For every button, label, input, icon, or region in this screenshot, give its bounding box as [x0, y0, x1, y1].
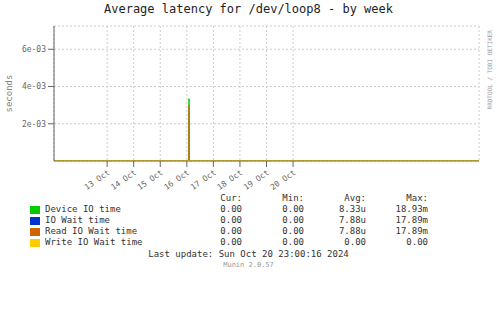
svg-text:18 Oct: 18 Oct	[216, 168, 245, 192]
html-text:0.00: 0.00	[344, 237, 366, 247]
html-text:Read IO Wait time: Read IO Wait time	[45, 226, 138, 236]
html-text:7.88u: 7.88u	[338, 215, 366, 225]
html-text:0.00: 0.00	[406, 237, 428, 247]
html-text:0.00: 0.00	[282, 237, 304, 247]
svg-text:14 Oct: 14 Oct	[109, 168, 138, 192]
html-text:0.00: 0.00	[282, 226, 304, 236]
html-text:17.89m: 17.89m	[395, 215, 428, 225]
svg-text:17 Oct: 17 Oct	[189, 168, 218, 192]
html-text:0.00: 0.00	[220, 237, 242, 247]
html-text:0.00: 0.00	[282, 215, 304, 225]
svg-text:4e-03: 4e-03	[22, 82, 46, 91]
html-text:7.88u: 7.88u	[338, 226, 366, 236]
html-text:Average latency for /dev/loop8: Average latency for /dev/loop8 - by week	[104, 2, 393, 16]
svg-text:2e-03: 2e-03	[22, 120, 46, 129]
html-text:Cur:: Cur:	[220, 193, 242, 203]
html-text:Munin 2.0.57: Munin 2.0.57	[223, 261, 274, 269]
svg-text:seconds: seconds	[8, 75, 14, 113]
html-text:18.93m: 18.93m	[395, 204, 428, 214]
html-text:17.89m: 17.89m	[395, 226, 428, 236]
svg-text:6e-03: 6e-03	[22, 45, 46, 54]
html-text:Min:: Min:	[282, 193, 304, 203]
svg-text:16 Oct: 16 Oct	[162, 168, 191, 192]
html-text:0.00: 0.00	[282, 204, 304, 214]
html-text:IO Wait time: IO Wait time	[45, 215, 110, 225]
html-text:0.00: 0.00	[220, 226, 242, 236]
html-text:8.33u: 8.33u	[338, 204, 366, 214]
svg-text:15 Oct: 15 Oct	[136, 168, 165, 192]
html-text:Max:: Max:	[406, 193, 428, 203]
html-text:RRDTOOL / TOBI OETIKER: RRDTOOL / TOBI OETIKER	[486, 30, 493, 110]
html-text:Last update: Sun Oct 20 23:00:: Last update: Sun Oct 20 23:00:16 2024	[148, 249, 349, 259]
svg-text:19 Oct: 19 Oct	[242, 168, 271, 192]
html-text:0.00: 0.00	[220, 204, 242, 214]
svg-text:20 Oct: 20 Oct	[269, 168, 298, 192]
html-text:Avg:: Avg:	[344, 193, 366, 203]
html-text:0.00: 0.00	[220, 215, 242, 225]
svg-text:13 Oct: 13 Oct	[83, 168, 112, 192]
html-text:Device IO time: Device IO time	[45, 204, 121, 214]
html-text:Write IO Wait time: Write IO Wait time	[45, 237, 143, 247]
